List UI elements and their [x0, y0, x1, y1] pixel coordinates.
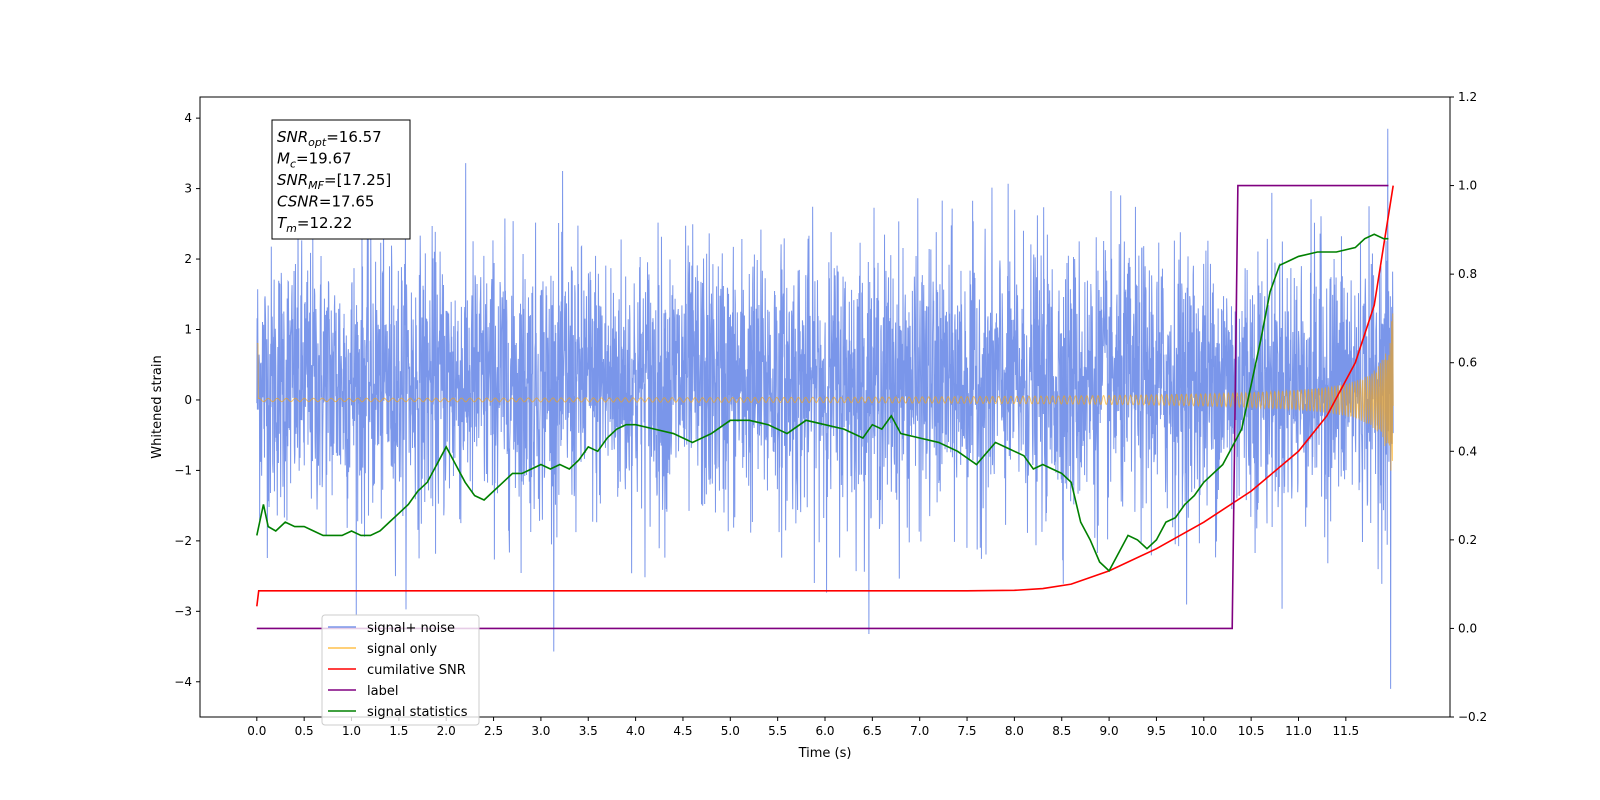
x-tick-label: 11.5: [1332, 724, 1359, 738]
annotation-line: Tm=12.22: [277, 214, 352, 235]
x-axis: 0.0 0.5 1.0 1.5 2.0 2.5 3.0 3.5 4.0 4.5 5.0 5.5 6.0 6…: [247, 717, 1359, 738]
annotation-line: SNRopt=16.57: [277, 128, 382, 149]
y-right-tick-label: 0.8: [1458, 267, 1477, 281]
y-right-tick-label: 0.4: [1458, 444, 1477, 458]
x-tick-label: 8.0: [1005, 724, 1024, 738]
x-tick-label: 1.5: [389, 724, 408, 738]
x-tick-label: 2.5: [484, 724, 503, 738]
y-right-tick-label: 0.6: [1458, 356, 1477, 370]
x-tick-label: 1.0: [342, 724, 361, 738]
legend-entry: cumilative SNR: [367, 663, 466, 678]
annotation-line: SNRMF=[17.25]: [277, 171, 391, 192]
x-tick-label: 4.0: [626, 724, 645, 738]
x-tick-label: 3.5: [579, 724, 598, 738]
series-signal-statistics: [256, 233, 1389, 573]
x-tick-label: 10.0: [1190, 724, 1217, 738]
y-left-tick-label: 2: [184, 252, 192, 266]
y-left-tick-label: −3: [174, 604, 192, 618]
x-tick-label: 10.5: [1238, 724, 1265, 738]
y-left-tick-label: −4: [174, 675, 192, 689]
y-left-tick-label: −2: [174, 534, 192, 548]
legend-entry: signal statistics: [367, 705, 468, 720]
annotation-line: Mc=19.67: [277, 150, 352, 171]
y-left-tick-label: 1: [184, 323, 192, 337]
x-tick-label: 2.0: [437, 724, 456, 738]
x-axis-label: Time (s): [798, 746, 852, 761]
series-cumulative-snr: [256, 185, 1394, 607]
y-right-tick-label: 0.2: [1458, 533, 1477, 547]
x-tick-label: 9.5: [1147, 724, 1166, 738]
x-tick-label: 5.5: [768, 724, 787, 738]
x-tick-label: 8.5: [1052, 724, 1071, 738]
x-tick-label: 4.5: [673, 724, 692, 738]
y-right-tick-label: 1.2: [1458, 90, 1477, 104]
x-tick-label: 0.5: [295, 724, 314, 738]
series-signal-only: [256, 313, 1394, 471]
legend-entry: label: [367, 684, 398, 699]
y-left-tick-label: 3: [184, 182, 192, 196]
annotation-line: CSNR=17.65: [277, 193, 374, 211]
legend-entry: signal only: [367, 642, 437, 657]
x-tick-label: 6.0: [815, 724, 834, 738]
x-tick-label: 0.0: [247, 724, 266, 738]
y-right-tick-label: 1.0: [1458, 179, 1477, 193]
series-label: [256, 184, 1389, 630]
left-y-axis: 4 3 2 1 0 −1 −2 −3 −4: [174, 111, 200, 689]
legend-entry: signal+ noise: [367, 621, 455, 636]
x-tick-label: 6.5: [863, 724, 882, 738]
x-tick-label: 11.0: [1285, 724, 1312, 738]
y-right-tick-label: 0.0: [1458, 621, 1477, 635]
x-tick-label: 3.0: [531, 724, 550, 738]
annotation-box: SNRopt=16.57Mc=19.67SNRMF=[17.25]CSNR=17…: [271, 119, 411, 240]
x-tick-label: 7.5: [957, 724, 976, 738]
x-tick-label: 5.0: [721, 724, 740, 738]
y-axis-label: Whitened strain: [150, 355, 165, 458]
series-signal-plus-noise: [256, 128, 1394, 689]
y-left-tick-label: 4: [184, 111, 192, 125]
x-tick-label: 9.0: [1100, 724, 1119, 738]
y-left-tick-label: 0: [184, 393, 192, 407]
y-left-tick-label: −1: [174, 463, 192, 477]
right-y-axis: 1.2 1.0 0.8 0.6 0.4 0.2 0.0 −0.2: [1450, 90, 1487, 724]
legend: signal+ noise signal only cumilative SNR la…: [321, 614, 480, 726]
x-tick-label: 7.0: [910, 724, 929, 738]
plot-area: [256, 128, 1394, 689]
y-right-tick-label: −0.2: [1458, 710, 1487, 724]
